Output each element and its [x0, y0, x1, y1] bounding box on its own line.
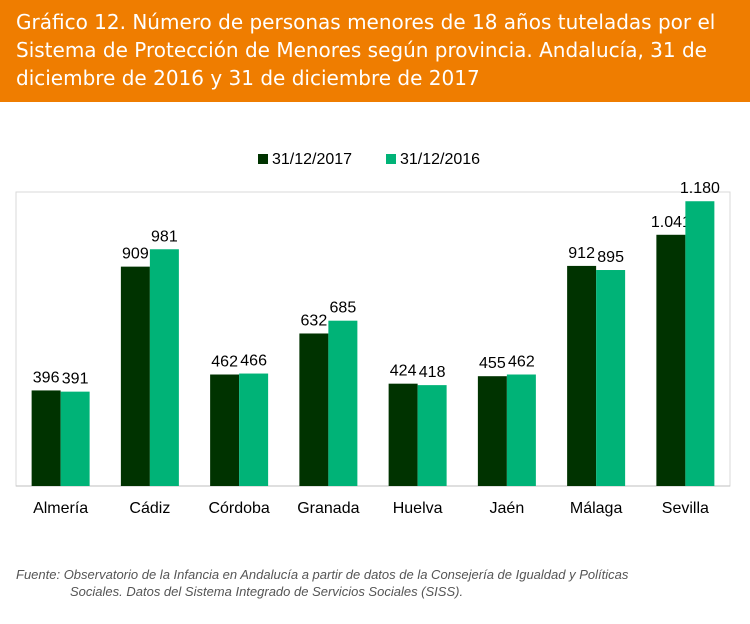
source-line-1: Fuente: Observatorio de la Infancia en A…: [16, 567, 629, 582]
source-note: Fuente: Observatorio de la Infancia en A…: [16, 566, 736, 600]
x-tick-label: Granada: [297, 500, 359, 517]
data-label-2016-6: 895: [597, 249, 624, 266]
legend-label-1: 31/12/2017: [272, 151, 352, 168]
x-tick-label: Jaén: [490, 500, 525, 517]
bar-2016-4: [417, 385, 447, 486]
data-label-2017-7: 1.041: [651, 214, 691, 231]
data-label-2017-5: 455: [479, 355, 506, 372]
data-label-2017-4: 424: [390, 363, 417, 380]
data-label-2017-2: 462: [211, 354, 238, 371]
bar-2016-0: [60, 391, 90, 486]
bar-2017-7: [656, 234, 686, 486]
x-tick-label: Cádiz: [129, 500, 170, 517]
data-label-2017-0: 396: [33, 369, 60, 386]
chart-title: Gráfico 12. Número de personas menores d…: [16, 10, 716, 90]
bar-2017-5: [477, 376, 507, 486]
bar-2016-1: [149, 249, 179, 486]
bar-2016-5: [506, 374, 536, 486]
data-label-2017-1: 909: [122, 246, 149, 263]
x-tick-label: Huelva: [393, 500, 443, 517]
x-tick-label: Córdoba: [208, 500, 269, 517]
x-tick-label: Sevilla: [662, 500, 709, 517]
data-label-2016-1: 981: [151, 228, 178, 245]
legend-swatch-2: [386, 154, 396, 164]
source-line-2: Sociales. Datos del Sistema Integrado de…: [70, 584, 464, 599]
data-label-2017-6: 912: [568, 245, 595, 262]
x-tick-label: Málaga: [570, 500, 623, 517]
data-label-2016-2: 466: [240, 353, 267, 370]
bar-2017-4: [388, 383, 418, 486]
bar-2016-2: [239, 373, 269, 486]
bar-2017-6: [567, 265, 597, 486]
bar-2016-3: [328, 320, 358, 486]
data-label-2016-5: 462: [508, 354, 535, 371]
bar-2017-0: [31, 390, 61, 486]
data-label-2017-3: 632: [301, 312, 328, 329]
bar-2017-2: [210, 374, 240, 486]
data-label-2016-4: 418: [419, 364, 446, 381]
legend-label-2: 31/12/2016: [400, 151, 480, 168]
bar-2017-3: [299, 333, 329, 486]
data-label-2016-0: 391: [62, 371, 89, 388]
x-tick-label: Almería: [33, 500, 88, 517]
bar-2016-6: [596, 270, 626, 486]
data-label-2016-7: 1.180: [680, 180, 720, 197]
bar-2017-1: [120, 266, 150, 486]
bar-2016-7: [685, 201, 715, 486]
chart-header: Gráfico 12. Número de personas menores d…: [0, 0, 750, 102]
data-label-2016-3: 685: [330, 300, 357, 317]
legend-swatch-1: [258, 154, 268, 164]
